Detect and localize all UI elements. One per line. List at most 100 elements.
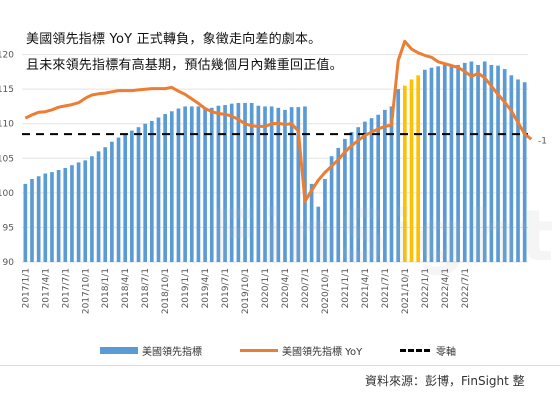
x-tick-label: 2019/1/1 <box>181 268 191 308</box>
x-tick-label: 2017/1/1 <box>21 268 31 308</box>
legend-item-line: 美國領先指標 YoY <box>240 343 362 358</box>
bar <box>256 105 261 262</box>
bar <box>269 106 274 262</box>
bar <box>116 137 121 262</box>
bar <box>96 151 101 262</box>
left-tick-label: 120 <box>0 51 14 61</box>
left-tick-label: 115 <box>0 85 14 95</box>
x-tick-label: 2021/4/1 <box>361 268 371 308</box>
x-tick-label: 2018/4/1 <box>121 268 131 308</box>
x-tick-label: 2020/10/1 <box>321 268 331 314</box>
bar <box>216 105 221 262</box>
bar <box>289 107 294 263</box>
bar <box>409 79 414 262</box>
bar <box>63 167 68 262</box>
bar <box>23 183 28 262</box>
bar <box>50 172 54 262</box>
bar <box>356 127 361 263</box>
bar <box>83 160 88 262</box>
bar <box>502 69 507 262</box>
bar <box>123 133 128 262</box>
yoy-line <box>24 39 533 203</box>
legend-line-label: 美國領先指標 YoY <box>282 347 363 358</box>
bar <box>489 64 494 262</box>
bar <box>369 118 374 262</box>
x-tick-label: 2022/1/1 <box>421 268 431 308</box>
bar <box>70 165 74 262</box>
bar <box>422 69 427 262</box>
bar <box>376 114 381 263</box>
bar <box>496 65 500 263</box>
x-tick-label: 2018/1/1 <box>101 268 111 308</box>
bar <box>323 179 327 262</box>
bar <box>196 106 201 262</box>
bar <box>130 130 134 262</box>
bar <box>396 89 401 263</box>
x-tick-label: 2021/7/1 <box>381 268 391 308</box>
legend-bar-swatch <box>100 347 138 354</box>
bar <box>183 106 187 262</box>
x-tick-label: 2017/4/1 <box>41 268 51 308</box>
legend-bar-label: 美國領先指標 <box>142 347 202 358</box>
bar <box>402 85 407 262</box>
bar <box>149 120 154 262</box>
bar <box>462 62 467 262</box>
legend-item-bar: 美國領先指標 <box>100 343 202 358</box>
bar <box>303 106 307 262</box>
bar <box>509 75 514 262</box>
x-tick-label: 2017/10/1 <box>81 268 91 314</box>
bar <box>316 206 321 262</box>
x-axis-ticks: 2017/1/1 2017/4/1 2017/7/1 2017/10/1 2018/1/… <box>21 268 470 314</box>
bar <box>76 162 81 262</box>
bar <box>209 107 214 262</box>
bar <box>482 61 487 262</box>
bar <box>110 141 114 262</box>
bar <box>276 107 281 262</box>
x-tick-label: 2020/7/1 <box>301 268 311 308</box>
legend-zero-label: 零軸 <box>436 347 456 358</box>
left-tick-label: 110 <box>0 120 14 130</box>
bar <box>36 176 41 262</box>
x-tick-label: 2021/10/1 <box>401 268 411 314</box>
annotation-line-2: 且未來領先指標有高基期，預估幾個月內難重回正值。 <box>26 58 343 73</box>
bar <box>143 123 148 262</box>
legend-line-swatch <box>240 349 278 352</box>
bar <box>442 64 447 262</box>
bar <box>389 106 394 262</box>
bar <box>363 121 367 262</box>
x-tick-label: 2018/10/1 <box>161 268 171 314</box>
bar <box>43 173 48 262</box>
watermark: FinSight <box>210 195 556 277</box>
legend-item-zero: 零軸 <box>400 343 456 358</box>
bar <box>30 179 34 262</box>
right-tick-label: -1 <box>538 136 547 146</box>
bar <box>416 75 420 262</box>
bar <box>243 102 247 262</box>
bar <box>163 114 167 262</box>
bar <box>236 102 241 262</box>
bar <box>476 64 480 262</box>
x-tick-label: 2018/7/1 <box>141 268 151 308</box>
left-axis-ticks: 90 95 100 105 110 115 120 <box>0 51 14 268</box>
bar <box>309 183 314 262</box>
bar <box>203 107 207 262</box>
bar <box>90 156 94 262</box>
bar <box>469 61 474 262</box>
bar <box>349 132 354 262</box>
bar <box>516 79 520 262</box>
left-tick-label: 90 <box>3 258 15 268</box>
bar <box>263 106 267 262</box>
legend-zero-swatch <box>400 349 430 352</box>
bar <box>456 64 460 262</box>
bar <box>336 147 341 262</box>
x-tick-label: 2022/4/1 <box>441 268 451 308</box>
bar <box>283 109 287 262</box>
bar <box>56 170 61 262</box>
bar <box>136 127 141 263</box>
bar-series <box>23 61 527 263</box>
source-note: 資料來源：彭博，FinSight 整 <box>365 374 525 388</box>
x-tick-label: 2017/7/1 <box>61 268 71 308</box>
x-tick-label: 2020/4/1 <box>281 268 291 308</box>
divider <box>0 365 560 366</box>
